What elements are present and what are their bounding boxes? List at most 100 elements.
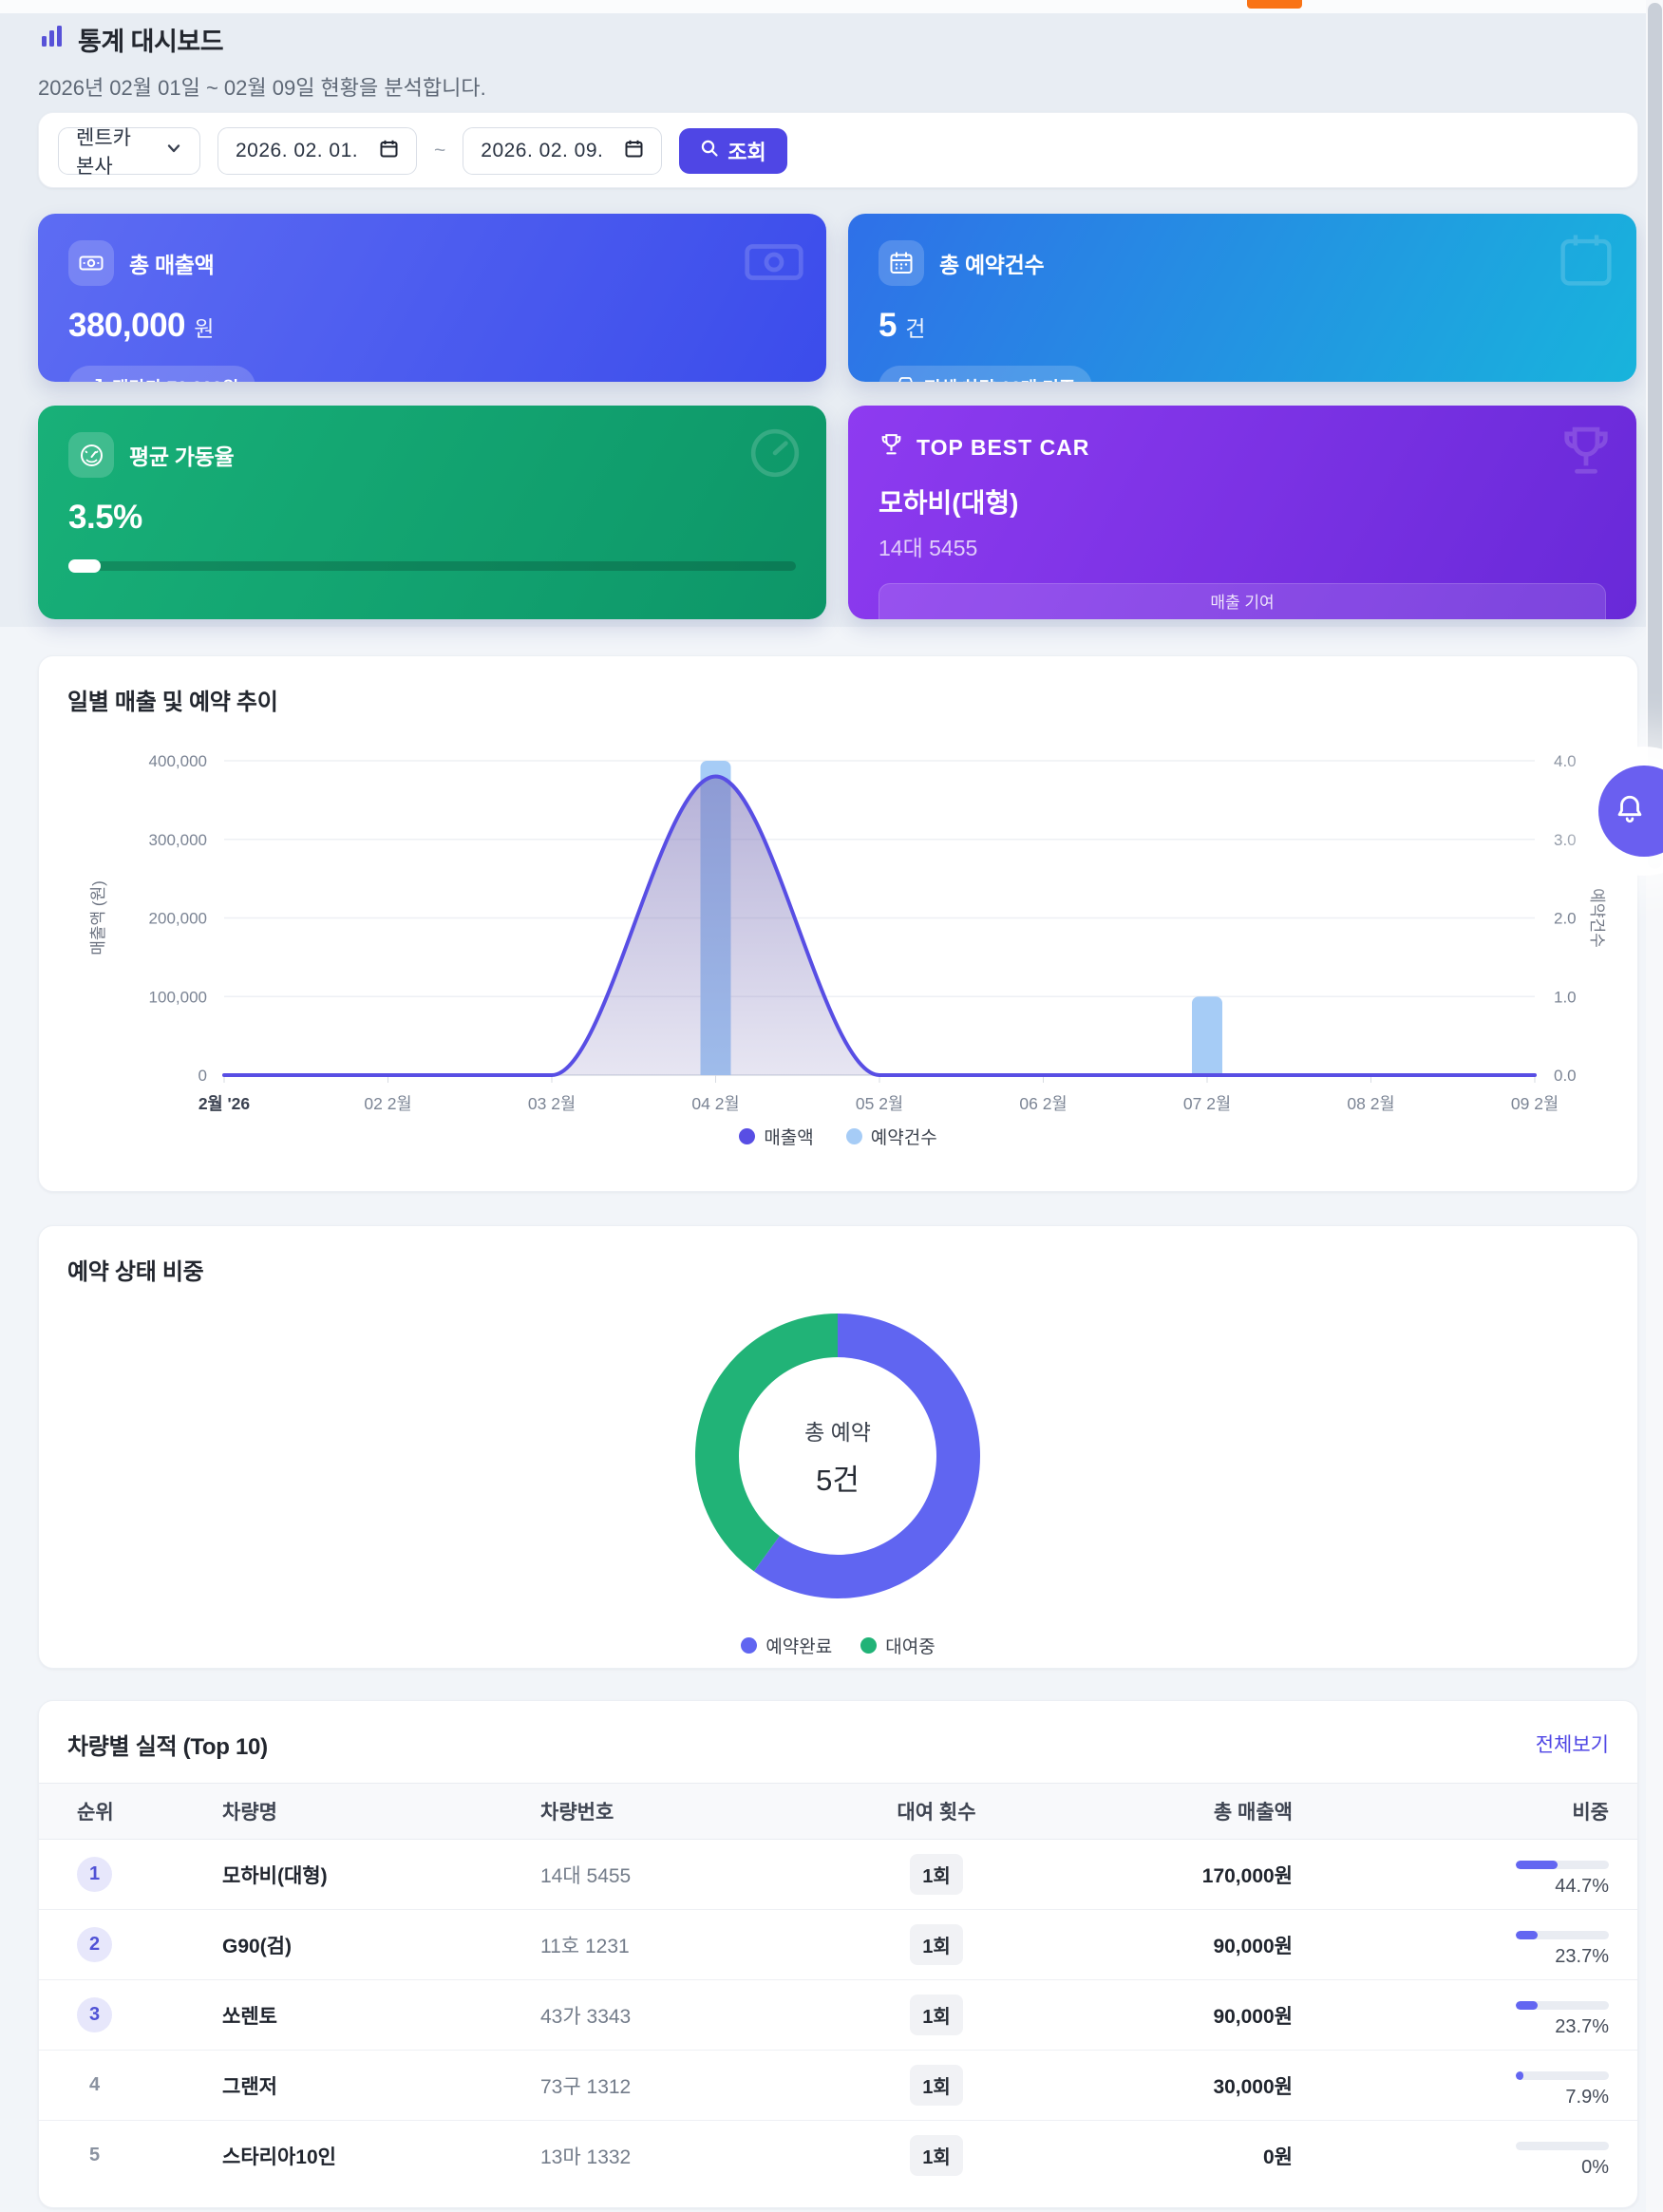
bookings-legend-label: 예약건수 (870, 1128, 937, 1148)
total-revenue: 0원 (1017, 2120, 1293, 2190)
vehicle-number: 13마 1332 (533, 2120, 856, 2190)
best-car-number: 14대 5455 (879, 536, 978, 560)
svg-text:3.0: 3.0 (1554, 831, 1577, 849)
scrollbar-thumb[interactable] (1648, 3, 1662, 869)
donut-center-value: 5건 (816, 1463, 860, 1497)
booking-status-title: 예약 상태 비중 (67, 1259, 204, 1285)
share-progress (1516, 2141, 1609, 2150)
best-car-name: 모하비(대형) (879, 488, 1019, 518)
donut-slice-renting (695, 1314, 980, 1598)
table-row: 2 G90(검) 11호 1231 1회 90,000원 23.7% (39, 1909, 1637, 1980)
page-subtitle: 2026년 02월 01일 ~ 02월 09일 현황을 분석합니다. (38, 76, 486, 100)
rental-count-badge: 1회 (910, 1995, 963, 2035)
vehicle-performance-card: 차량별 실적 (Top 10) 전체보기 순위 차량명 차량번호 대여 횟수 총 매출액… (38, 1700, 1638, 2208)
best-car-card-label: TOP BEST CAR (917, 435, 1090, 460)
best-car-contribution-box: 매출 기여 170,000원 (879, 583, 1606, 619)
search-button-label: 조회 (728, 141, 766, 164)
booking-status-donut (695, 1314, 980, 1598)
share-cell: 23.7% (1516, 2000, 1609, 2038)
table-row: 5 스타리아10인 13마 1332 1회 0원 0% (39, 2120, 1637, 2190)
vehicle-number: 14대 5455 (540, 1864, 632, 1887)
share-progress (1516, 2070, 1609, 2080)
car-icon (896, 375, 916, 382)
date-from-input[interactable]: 2026. 02. 01. (217, 127, 417, 175)
total-revenue: 30,000원 (1017, 2050, 1293, 2121)
share-percent: 23.7% (1555, 1945, 1609, 1967)
trend-up-icon (85, 375, 104, 382)
svg-text:04 2월: 04 2월 (691, 1094, 739, 1113)
page-title: 통계 대시보드 (78, 28, 224, 56)
date-to-value: 2026. 02. 09. (481, 140, 604, 161)
svg-text:02 2월: 02 2월 (364, 1094, 411, 1113)
svg-text:200,000: 200,000 (149, 910, 207, 928)
legend-item-renting: 대여중 (860, 1633, 935, 1658)
utilization-progress-track (68, 559, 796, 573)
revenue-card-label: 총 매출액 (129, 253, 215, 277)
svg-text:08 2월: 08 2월 (1347, 1094, 1394, 1113)
svg-text:예약건수: 예약건수 (1588, 888, 1606, 948)
bookings-legend-dot (845, 1128, 862, 1144)
bookings-card-label: 총 예약건수 (939, 253, 1045, 277)
date-to-input[interactable]: 2026. 02. 09. (463, 127, 663, 175)
rank-badge: 3 (77, 1997, 112, 2032)
share-percent: 44.7% (1555, 1875, 1609, 1897)
contribution-label: 매출 기여 (1210, 593, 1275, 612)
revenue-card-unit: 원 (194, 316, 214, 341)
vehicle-name: G90(검) (215, 1909, 533, 1980)
table-row: 4 그랜저 73구 1312 1회 30,000원 7.9% (39, 2050, 1637, 2121)
donut-center-label: 총 예약 (804, 1419, 871, 1445)
rental-count-badge: 1회 (910, 1854, 963, 1895)
utilization-progress-fill (68, 559, 102, 573)
vehicle-number: 11호 1231 (533, 1909, 856, 1980)
trend-chart-title: 일별 매출 및 예약 추이 (67, 690, 278, 715)
calendar-icon (379, 139, 399, 164)
renting-legend-dot (860, 1637, 878, 1654)
complete-legend-label: 예약완료 (765, 1637, 833, 1657)
rental-count-badge: 1회 (910, 2135, 963, 2176)
trend-chart-legend: 매출액 예약건수 (39, 1124, 1637, 1149)
trophy-icon (879, 432, 904, 463)
svg-text:400,000: 400,000 (149, 752, 207, 770)
rank-badge: 4 (88, 2074, 101, 2095)
share-progress (1516, 1930, 1609, 1939)
booking-status-card: 예약 상태 비중 총 예약 5건 예약완료 대여중 (38, 1225, 1638, 1669)
share-percent: 0% (1581, 2156, 1609, 2178)
share-cell: 7.9% (1516, 2070, 1609, 2108)
stat-card-top-best-car: TOP BEST CAR 모하비(대형) 14대 5455 매출 기여 170,… (848, 406, 1636, 619)
page-header: 통계 대시보드 2026년 02월 01일 ~ 02월 09일 현황을 분석합니… (38, 21, 486, 102)
share-progress (1516, 1860, 1609, 1869)
donut-center-text: 총 예약 5건 (676, 1295, 999, 1617)
calendar-icon (879, 240, 924, 286)
svg-text:07 2월: 07 2월 (1183, 1094, 1231, 1113)
chevron-down-icon (165, 140, 182, 162)
view-all-link[interactable]: 전체보기 (1535, 1734, 1609, 1756)
svg-text:4.0: 4.0 (1554, 752, 1577, 770)
calendar-watermark-icon (1557, 231, 1616, 294)
utilization-card-label: 평균 가동율 (129, 444, 235, 469)
revenue-legend-label: 매출액 (764, 1128, 814, 1148)
vehicle-number: 43가 3343 (533, 1979, 856, 2051)
bell-icon (1614, 793, 1646, 830)
search-button[interactable]: 조회 (679, 128, 787, 174)
vehicle-name: 스타리아10인 (215, 2120, 533, 2190)
rank-badge: 2 (77, 1927, 112, 1962)
revenue-badge-text: 객단가 76,000원 (112, 374, 238, 382)
table-row: 3 쏘렌토 43가 3343 1회 90,000원 23.7% (39, 1979, 1637, 2051)
revenue-card-badge: 객단가 76,000원 (68, 366, 256, 382)
vehicle-name: 그랜저 (215, 2050, 533, 2121)
branch-select[interactable]: 렌트카 본사 (58, 127, 200, 178)
legend-item-revenue: 매출액 (739, 1124, 814, 1149)
share-percent: 7.9% (1565, 2086, 1609, 2108)
floating-action-button[interactable] (1598, 766, 1663, 857)
bookings-card-value: 5 (879, 307, 897, 344)
rental-count-badge: 1회 (910, 1924, 963, 1965)
total-revenue: 170,000원 (1201, 1864, 1293, 1887)
vehicle-performance-table: 순위 차량명 차량번호 대여 횟수 총 매출액 비중 1 모하비(대형) 14대 5455 1회… (39, 1783, 1637, 2190)
gauge-watermark-icon (745, 423, 805, 488)
total-revenue: 90,000원 (1017, 1979, 1293, 2051)
svg-text:100,000: 100,000 (149, 988, 207, 1006)
date-from-value: 2026. 02. 01. (236, 140, 359, 161)
bookings-card-unit: 건 (905, 316, 925, 341)
complete-legend-dot (741, 1637, 758, 1654)
column-header: 총 매출액 (1017, 1783, 1293, 1840)
